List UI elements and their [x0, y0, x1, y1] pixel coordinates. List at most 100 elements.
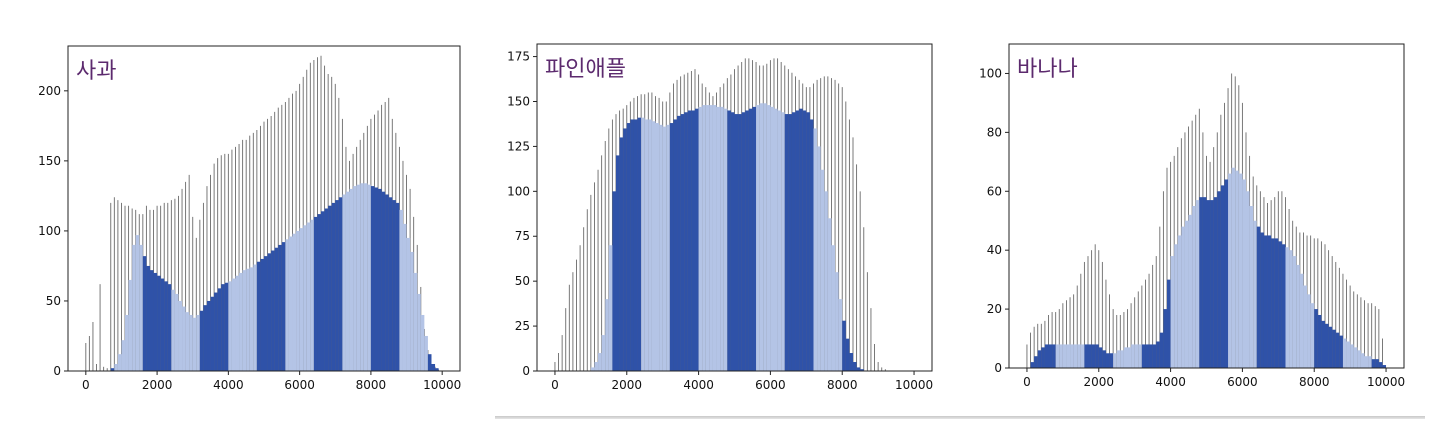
bar-fill [363, 183, 368, 371]
bar-fill [849, 353, 853, 371]
bar-fill [1199, 197, 1203, 368]
bar-fill [856, 367, 861, 371]
bar-fill [1052, 344, 1056, 368]
x-tick-label: 2000 [1083, 375, 1114, 389]
bar-fill [712, 105, 717, 371]
bar-fill [1246, 191, 1250, 368]
bar-fill [388, 197, 393, 371]
bar-fill [1332, 329, 1336, 368]
x-tick-label: 6000 [284, 378, 315, 392]
bar-fill [748, 108, 753, 372]
bar-fill [1217, 191, 1221, 368]
bar-fill [720, 106, 724, 371]
bar-fill [633, 119, 638, 372]
bar-fill [292, 233, 297, 371]
bar-fill [759, 103, 764, 371]
y-tick-label: 25 [515, 319, 530, 333]
y-tick-label: 200 [38, 84, 61, 98]
bar-fill [684, 112, 688, 372]
bar-fill [132, 244, 136, 371]
x-tick-label: 4000 [683, 378, 714, 392]
bar-fill [1113, 353, 1117, 368]
bar-fill [1317, 314, 1322, 368]
bar-fill [1263, 235, 1268, 368]
bar-fill [608, 245, 613, 371]
bar-fill [303, 225, 307, 371]
chart-banana: 0 2000 4000 6000 8000 10000 0 20 40 60 80 100 바나나 [979, 43, 1405, 389]
bar-fill [1134, 344, 1139, 368]
bar-fill [278, 244, 282, 371]
bar-fill [590, 367, 595, 371]
bar-fill [321, 211, 325, 371]
y-tick-label: 100 [38, 224, 61, 238]
bar-fill [374, 187, 379, 371]
bar-fill [125, 314, 129, 371]
x-tick-label: 6000 [1227, 375, 1258, 389]
bar-fill [299, 228, 304, 371]
bar-fill [224, 282, 229, 371]
bar-fill [1350, 344, 1354, 368]
bar-fill [313, 216, 318, 371]
bar-fill [210, 296, 215, 371]
bar-fill [406, 237, 411, 371]
x-tick-label: 0 [1023, 375, 1031, 389]
bar-fill [752, 106, 757, 371]
x-tick-label: 8000 [356, 378, 387, 392]
bar-fill [1378, 362, 1383, 368]
bar-fill [1055, 344, 1060, 368]
bar-fill [691, 110, 695, 371]
bar-fill [1278, 241, 1282, 368]
bar-fill [256, 261, 261, 371]
bar-fill [809, 119, 814, 372]
bar-fill [1260, 232, 1264, 368]
bar-fill [666, 124, 670, 371]
bar-fill [1235, 170, 1239, 368]
bar-fill [367, 184, 371, 371]
bar-fill [1371, 359, 1376, 368]
bar-fill [716, 106, 721, 371]
bar-fill [1220, 185, 1225, 368]
bar-fill [1138, 344, 1142, 368]
x-tick-label: 4000 [1155, 375, 1186, 389]
bar-fill [1303, 285, 1308, 368]
bar-fill [242, 270, 247, 371]
bar-fill [249, 267, 254, 371]
y-tick-label: 0 [994, 361, 1002, 375]
bar-fill [281, 242, 286, 371]
bar-fill [612, 191, 616, 371]
x-tick-label: 10000 [1367, 375, 1405, 389]
bar-fill [842, 320, 846, 371]
bar-fill [1267, 235, 1272, 368]
bar-fill [619, 137, 624, 371]
bar-fill [1120, 350, 1124, 368]
y-tick-label: 100 [507, 184, 530, 198]
bar-fill [1314, 309, 1318, 368]
bar-fill [1296, 264, 1300, 368]
bar-fill [1285, 247, 1290, 368]
bar-fill [831, 245, 836, 371]
bar-fill [1253, 220, 1257, 368]
bar-fill [1062, 344, 1067, 368]
x-tick-label: 6000 [755, 378, 786, 392]
bar-fill [756, 105, 760, 371]
bar-fill [349, 188, 354, 371]
bar-fill [598, 353, 602, 371]
y-tick-label: 150 [38, 154, 61, 168]
bar-fill [799, 108, 803, 372]
bar-fill [1224, 179, 1229, 368]
x-tick-label: 10000 [423, 378, 461, 392]
bar-fill [174, 293, 179, 371]
bar-fill [1091, 344, 1096, 368]
bar-fill [630, 119, 634, 372]
chart-title: 사과 [76, 59, 116, 84]
bar-fill [1213, 197, 1218, 368]
bar-fill [1105, 353, 1110, 368]
bar-fill [824, 191, 828, 371]
bar-fill [648, 119, 652, 372]
chart-apple: 0 2000 4000 6000 8000 10000 0 50 100 150 200 사과 [38, 45, 461, 392]
bar-fill [687, 110, 692, 371]
bar-fill [1152, 344, 1157, 368]
y-tick-label: 60 [987, 184, 1002, 198]
bar-fill [153, 272, 158, 371]
bar-fill [1353, 347, 1358, 368]
